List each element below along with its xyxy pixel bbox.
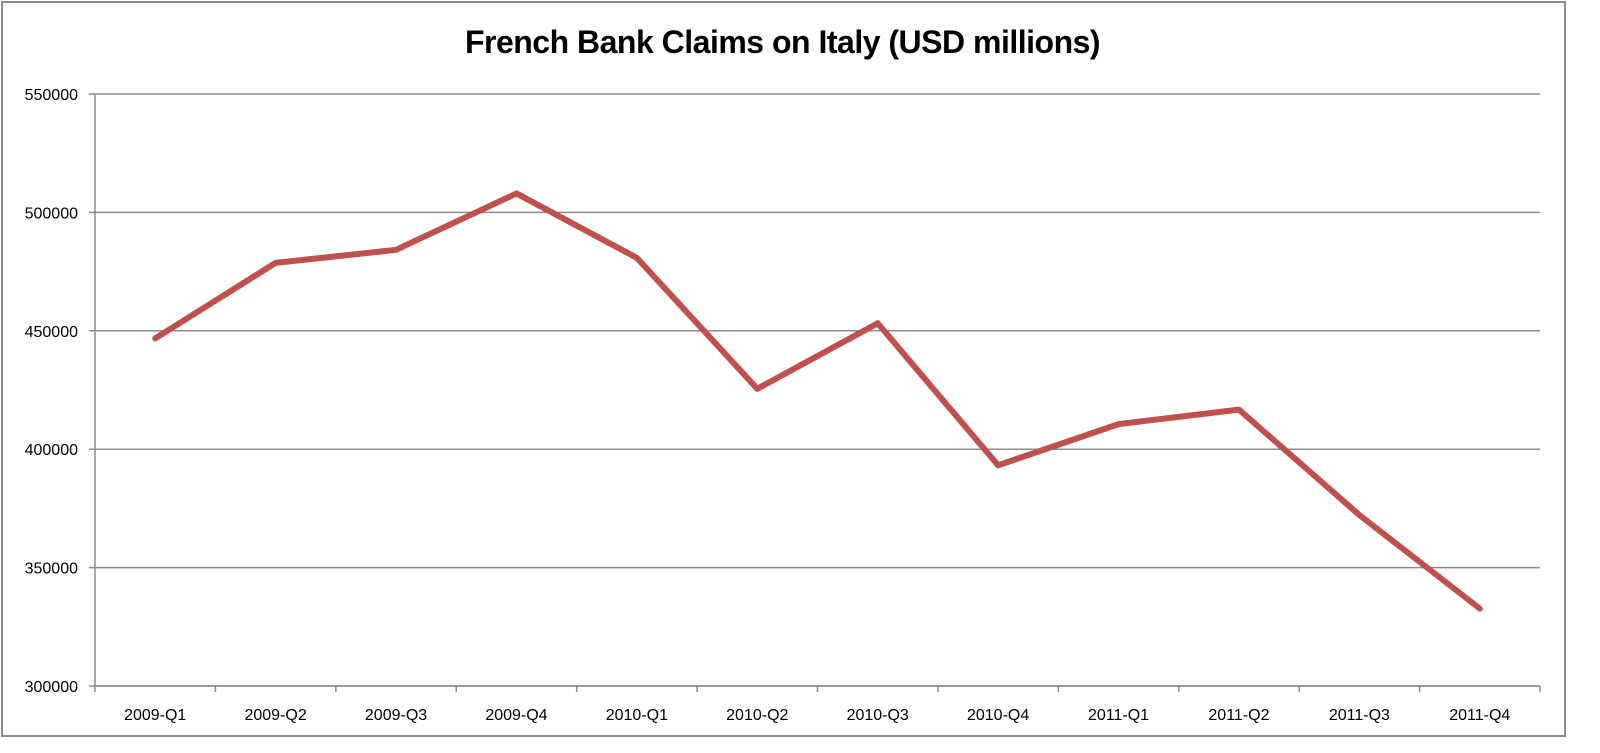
x-tick-label: 2009-Q2 [244, 707, 306, 724]
chart-title: French Bank Claims on Italy (USD million… [464, 24, 1101, 60]
x-tick-label: 2009-Q1 [124, 707, 186, 724]
series-line [152, 190, 1483, 612]
x-tick-label: 2010-Q3 [847, 707, 909, 724]
y-axis: 300000 350000 400000 450000 500000 550000 [25, 87, 96, 696]
chart-frame [1, 1, 1566, 737]
x-tick-label: 2011-Q2 [1208, 707, 1269, 724]
data-line [152, 190, 1483, 612]
gridlines [89, 93, 1540, 687]
x-tick-label: 2011-Q1 [1088, 707, 1149, 724]
x-axis: 2009-Q1 2009-Q2 2009-Q3 2009-Q4 2010-Q1 2010-… [94, 685, 1541, 724]
y-tick-label: 350000 [25, 561, 78, 578]
x-tick-label: 2009-Q4 [485, 707, 547, 724]
y-tick-label: 550000 [25, 87, 78, 104]
x-tick-label: 2011-Q3 [1329, 707, 1390, 724]
x-tick-label: 2009-Q3 [365, 707, 427, 724]
x-tick-label: 2011-Q4 [1449, 707, 1510, 724]
y-tick-label: 500000 [25, 205, 78, 222]
y-tick-label: 450000 [25, 324, 78, 341]
x-tick-label: 2010-Q1 [606, 707, 668, 724]
x-tick-label: 2010-Q4 [967, 707, 1029, 724]
x-tick-label: 2010-Q2 [726, 707, 788, 724]
y-tick-label: 300000 [25, 679, 78, 696]
y-tick-label: 400000 [25, 442, 78, 459]
